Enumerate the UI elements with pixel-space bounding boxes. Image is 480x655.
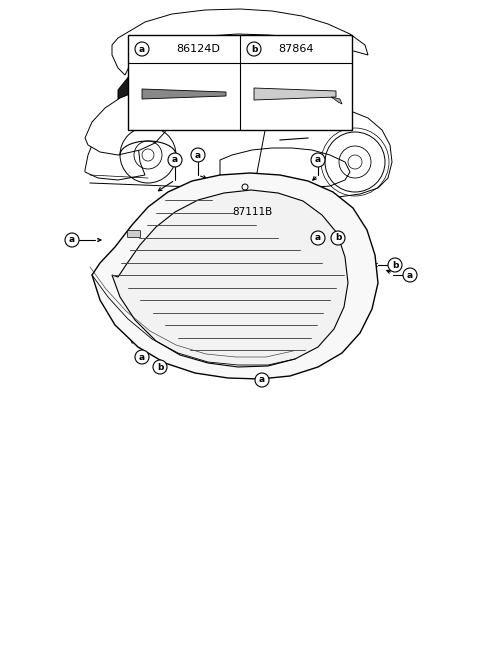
Circle shape (311, 231, 325, 245)
Text: a: a (195, 151, 201, 160)
Text: b: b (392, 261, 398, 269)
Text: b: b (335, 233, 341, 242)
Circle shape (348, 155, 362, 169)
Circle shape (153, 360, 167, 374)
Text: a: a (69, 236, 75, 244)
Polygon shape (220, 108, 392, 197)
Text: 87111B: 87111B (232, 207, 272, 217)
Circle shape (388, 258, 402, 272)
Text: a: a (315, 155, 321, 164)
Text: a: a (172, 155, 178, 164)
Text: b: b (157, 362, 163, 371)
Text: a: a (407, 271, 413, 280)
Text: a: a (139, 352, 145, 362)
Circle shape (191, 148, 205, 162)
Circle shape (255, 373, 269, 387)
Polygon shape (85, 95, 145, 180)
Circle shape (403, 268, 417, 282)
Text: a: a (259, 375, 265, 384)
Circle shape (247, 42, 261, 56)
Polygon shape (142, 89, 226, 99)
FancyBboxPatch shape (128, 231, 141, 238)
Polygon shape (112, 190, 348, 367)
Circle shape (142, 149, 154, 161)
Polygon shape (254, 88, 336, 100)
Text: a: a (315, 233, 321, 242)
Circle shape (135, 42, 149, 56)
Polygon shape (331, 97, 342, 104)
Circle shape (168, 153, 182, 167)
Circle shape (331, 231, 345, 245)
Text: a: a (139, 45, 145, 54)
Polygon shape (92, 173, 378, 379)
Text: b: b (251, 45, 257, 54)
Polygon shape (222, 56, 268, 92)
Text: 87864: 87864 (278, 44, 314, 54)
Circle shape (311, 153, 325, 167)
Polygon shape (118, 53, 220, 110)
Bar (128, 35, 352, 130)
Polygon shape (85, 90, 170, 155)
Circle shape (65, 233, 79, 247)
Circle shape (135, 350, 149, 364)
Text: 86124D: 86124D (176, 44, 220, 54)
Polygon shape (112, 9, 368, 75)
